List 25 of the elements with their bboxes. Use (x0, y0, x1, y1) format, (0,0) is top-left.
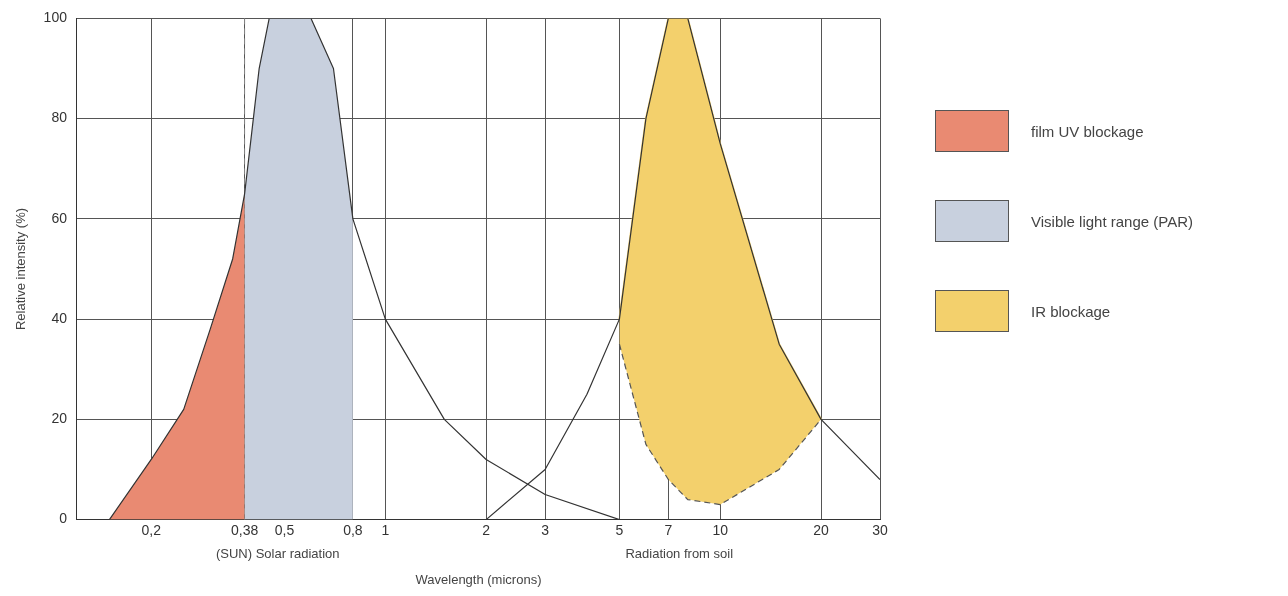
y-tick-label: 20 (51, 410, 68, 427)
x-tick-label: 0,2 (141, 521, 162, 538)
y-tick-label: 0 (59, 510, 68, 527)
text: Radiation from soil (625, 545, 734, 561)
x-tick-label: 1 (381, 521, 390, 538)
x-tick-label: 7 (664, 521, 673, 538)
y-tick-label: 60 (51, 209, 68, 226)
y-axis-title: Relative intensity (%) (13, 207, 29, 331)
y-tick-label: 100 (43, 9, 68, 26)
y-tick-label: 80 (51, 109, 68, 126)
x-tick-label: 0,5 (274, 521, 295, 538)
x-tick-label: 0,38 (230, 521, 259, 538)
x-tick-label: 0,8 (343, 521, 363, 538)
text: film UV blockage (1031, 122, 1144, 140)
x-tick-label: 10 (712, 521, 729, 538)
y-tick-label: 40 (51, 309, 68, 326)
x-tick-label: 20 (813, 521, 830, 538)
x-tick-label: 2 (482, 521, 491, 538)
x-tick-label: 3 (541, 521, 550, 538)
x-tick-label: 30 (872, 521, 888, 538)
text: (SUN) Solar radiation (215, 545, 340, 561)
text: Visible light range (PAR) (1031, 212, 1194, 230)
x-axis-title: Wavelength (microns) (415, 571, 542, 587)
x-tick-label: 5 (615, 521, 624, 538)
text: IR blockage (1031, 302, 1111, 320)
